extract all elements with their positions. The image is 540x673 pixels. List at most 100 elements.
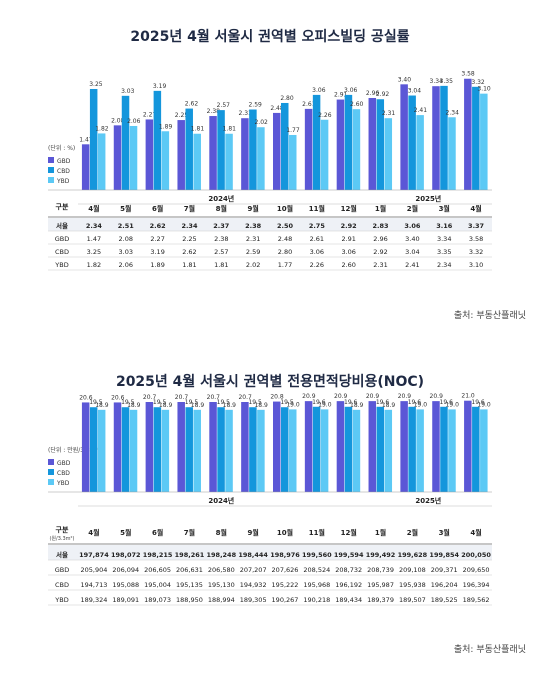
table-cell: 3.25 bbox=[87, 248, 101, 256]
bar-value-label: 20.6 bbox=[111, 394, 125, 401]
table-cell: 3.35 bbox=[437, 248, 451, 256]
bar-gbd bbox=[368, 401, 377, 492]
bar-value-label: 2.34 bbox=[446, 109, 460, 116]
noc-chart: (단위 : 만원/3.3m²) GBD CBD YBD 20.6 20.6 20.7 20.7… bbox=[48, 393, 492, 606]
bar-cbd bbox=[153, 407, 162, 492]
table-cell: 195,938 bbox=[399, 581, 426, 589]
bar-gbd bbox=[368, 98, 377, 190]
source-note: 출처: 부동산플래닛 bbox=[453, 311, 526, 321]
month-tick-label: 9월 bbox=[247, 204, 258, 213]
table-cell: 3.58 bbox=[469, 235, 483, 243]
month-tick-label: 11월 bbox=[309, 528, 325, 537]
table-cell: 195,088 bbox=[112, 581, 139, 589]
bar-value-label: 19.6 bbox=[376, 399, 390, 406]
year-label: 2024년 bbox=[208, 194, 234, 203]
month-tick-label: 4월 bbox=[470, 204, 481, 213]
bar-gbd bbox=[241, 118, 249, 190]
table-cell: 1.89 bbox=[150, 261, 164, 269]
table-cell: 189,562 bbox=[463, 596, 490, 604]
table-cell: 2.57 bbox=[214, 248, 228, 256]
bar-value-label: 18.9 bbox=[254, 402, 268, 409]
month-tick-label: 3월 bbox=[439, 528, 450, 537]
table-cell: 209,371 bbox=[431, 566, 458, 574]
bar-value-label: 3.03 bbox=[121, 88, 135, 95]
bar-ybd bbox=[97, 133, 106, 190]
bar-cbd bbox=[185, 407, 193, 492]
table-cell: 1.81 bbox=[214, 261, 228, 269]
bar-value-label: 3.06 bbox=[344, 87, 358, 94]
table-cell: 3.37 bbox=[468, 222, 484, 230]
table-cell: 2.26 bbox=[310, 261, 324, 269]
bar-value-label: 2.96 bbox=[366, 90, 380, 97]
bar-value-label: 19.5 bbox=[248, 399, 262, 406]
bar-gbd bbox=[145, 119, 154, 190]
table-cell: 1.82 bbox=[87, 261, 101, 269]
bar-gbd bbox=[177, 120, 185, 190]
bar-value-label: 2.62 bbox=[185, 101, 199, 108]
bar-cbd bbox=[344, 406, 353, 492]
table-cell: 194,932 bbox=[240, 581, 267, 589]
legend-label-gbd: GBD bbox=[57, 158, 71, 165]
bar-ybd bbox=[480, 409, 488, 492]
table-cell: 189,434 bbox=[335, 596, 362, 604]
month-tick-label: 10월 bbox=[277, 204, 293, 213]
table-cell: 198,248 bbox=[207, 551, 237, 559]
table-cell: 189,507 bbox=[399, 596, 426, 604]
month-tick-label: 5월 bbox=[120, 528, 131, 537]
legend-swatch-ybd bbox=[48, 177, 54, 183]
bar-ybd bbox=[289, 409, 297, 492]
bar-gbd bbox=[177, 402, 185, 492]
bar-ybd bbox=[384, 409, 393, 492]
table-cell: 2.31 bbox=[373, 261, 387, 269]
bar-value-label: 3.32 bbox=[471, 79, 485, 86]
bar-value-label: 3.58 bbox=[461, 71, 475, 78]
bar-value-label: 2.27 bbox=[143, 111, 157, 118]
bar-ybd bbox=[193, 133, 201, 190]
bar-cbd bbox=[376, 406, 385, 492]
vacancy-rate-panel: 2025년 4월 서울시 권역별 오피스빌딩 공실률 (단위 : %) GBD CB… bbox=[0, 0, 540, 330]
table-cell: 2.92 bbox=[341, 222, 357, 230]
bar-cbd bbox=[408, 406, 416, 492]
bar-cbd bbox=[312, 94, 321, 190]
bar-value-label: 2.06 bbox=[127, 118, 141, 125]
month-tick-label: 1월 bbox=[375, 528, 386, 537]
table-cell: 195,135 bbox=[176, 581, 203, 589]
bar-value-label: 1.82 bbox=[95, 125, 109, 132]
table-cell: 2.48 bbox=[278, 235, 292, 243]
table-cell: 3.06 bbox=[310, 248, 324, 256]
table-cell: 2.96 bbox=[373, 235, 387, 243]
bar-value-label: 19.0 bbox=[318, 401, 332, 408]
bar-value-label: 3.19 bbox=[153, 83, 167, 90]
bar-gbd bbox=[464, 400, 472, 492]
bar-ybd bbox=[480, 93, 488, 190]
legend-label-ybd: YBD bbox=[56, 178, 70, 185]
bar-ybd bbox=[225, 409, 233, 492]
table-cell: 2.02 bbox=[246, 261, 260, 269]
table-cell: 2.37 bbox=[213, 222, 229, 230]
table-cell: 195,004 bbox=[144, 581, 171, 589]
table-cell: 205,904 bbox=[80, 566, 107, 574]
table-cell: 209,650 bbox=[463, 566, 490, 574]
table-cell: 2.92 bbox=[373, 248, 387, 256]
row-highlight bbox=[48, 218, 492, 231]
bar-ybd bbox=[448, 409, 456, 492]
bar-gbd bbox=[209, 116, 217, 190]
bar-value-label: 18.9 bbox=[350, 402, 364, 409]
bar-cbd bbox=[185, 108, 193, 190]
table-cell: 199,854 bbox=[429, 551, 459, 559]
month-tick-label: 4월 bbox=[88, 204, 99, 213]
legend-label-cbd: CBD bbox=[57, 470, 70, 477]
bar-value-label: 19.5 bbox=[153, 399, 167, 406]
bar-gbd bbox=[113, 402, 122, 492]
bar-cbd bbox=[249, 407, 257, 492]
bar-value-label: 20.7 bbox=[175, 394, 189, 401]
table-cell: 199,492 bbox=[366, 551, 396, 559]
month-tick-label: 11월 bbox=[309, 204, 325, 213]
table-cell: 196,204 bbox=[431, 581, 458, 589]
bar-ybd bbox=[448, 117, 456, 190]
table-cell: 2.91 bbox=[341, 235, 355, 243]
legend-swatch-cbd bbox=[48, 167, 54, 173]
bar-cbd bbox=[249, 109, 257, 190]
bar-value-label: 20.7 bbox=[238, 394, 252, 401]
bar-cbd bbox=[89, 407, 98, 492]
